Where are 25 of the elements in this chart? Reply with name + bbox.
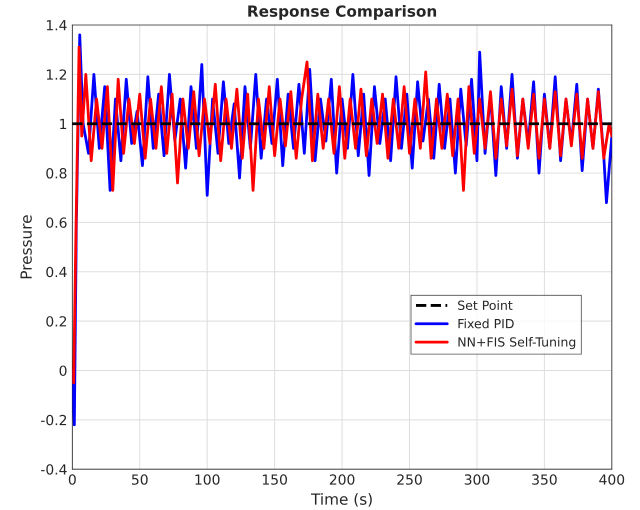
y-tick-label: 0.8 — [46, 168, 67, 179]
y-tick-label: 0.4 — [46, 266, 67, 278]
y-tick-label: 0.2 — [46, 316, 66, 327]
x-axis-title: Time (s) — [310, 493, 372, 507]
y-tick-label: -0.2 — [41, 414, 66, 426]
legend-label: Set Point — [458, 300, 512, 310]
y-tick-label: 1.2 — [46, 69, 66, 80]
y-tick-label: -0.4 — [41, 464, 67, 475]
chart-title: Response Comparison — [248, 5, 436, 20]
x-tick-label: 0 — [68, 474, 76, 485]
x-tick-label: 50 — [132, 474, 148, 485]
x-tick-label: 400 — [599, 474, 624, 485]
y-tick-label: 0 — [60, 365, 67, 376]
x-tick-label: 100 — [195, 474, 220, 485]
y-tick-label: 0.6 — [46, 217, 67, 228]
y-tick-label: 1 — [60, 118, 66, 129]
x-tick-label: 200 — [330, 474, 354, 485]
x-tick-label: 350 — [532, 474, 557, 485]
x-tick-label: 150 — [262, 474, 287, 485]
y-axis-title: Pressure — [20, 215, 32, 278]
legend-label: NN+FIS Self-Tuning — [458, 337, 576, 350]
x-tick-label: 300 — [464, 474, 490, 485]
legend-label: Fixed PID — [458, 318, 514, 328]
x-tick-label: 250 — [397, 474, 422, 485]
y-tick-label: 1.4 — [46, 20, 67, 30]
